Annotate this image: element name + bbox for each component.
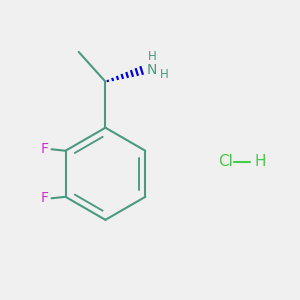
Text: H: H bbox=[148, 50, 157, 63]
Text: H: H bbox=[254, 154, 266, 169]
Text: Cl: Cl bbox=[218, 154, 233, 169]
Text: H: H bbox=[160, 68, 169, 81]
Text: F: F bbox=[41, 142, 49, 156]
Text: F: F bbox=[41, 191, 49, 205]
Text: N: N bbox=[147, 63, 157, 77]
